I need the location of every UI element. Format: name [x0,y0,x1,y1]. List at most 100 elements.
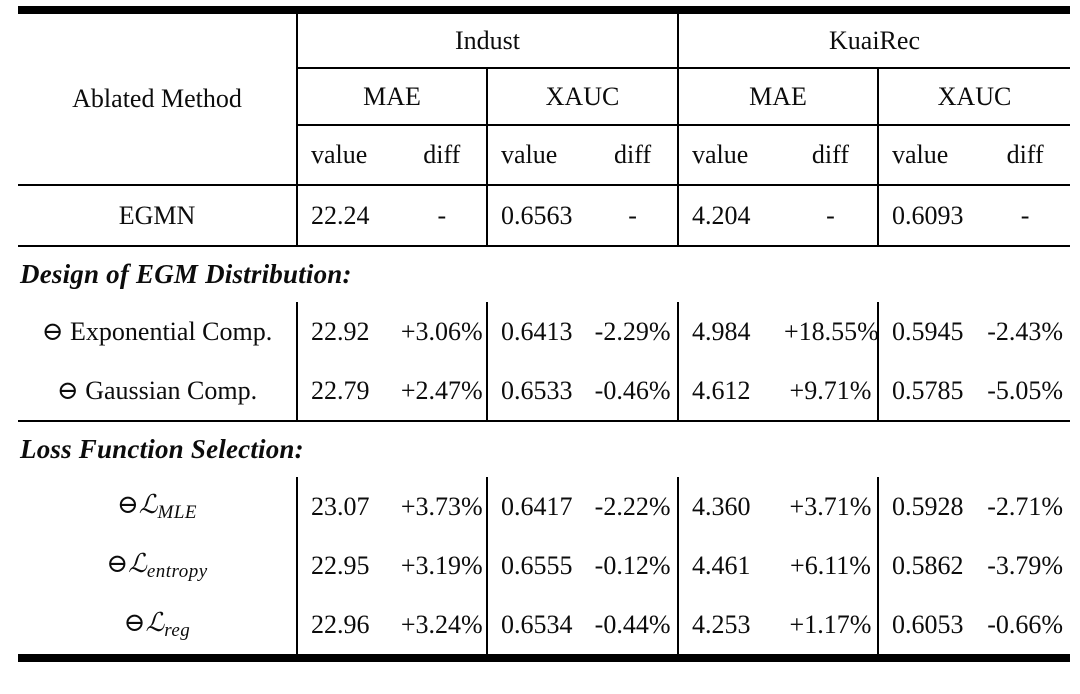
cell-group: 0.6093 - [877,185,1070,247]
header-row-metrics: MAE XAUC MAE XAUC [18,68,1070,126]
cell-group: 22.79 +2.47% [296,361,487,422]
method-label: ⊖ℒMLE [18,477,297,536]
cell-value: 22.24 [311,200,370,230]
section-title: Loss Function Selection: [20,434,304,464]
header-row-subcols: value diff value diff value diff value [18,125,1070,186]
table-row-loss-reg: ⊖ℒreg 22.96 +3.24% 0.6534 -0.44% 4.253 +… [18,595,1070,658]
section-header-loss-function: Loss Function Selection: [18,421,1070,477]
table-row-gaussian-comp: ⊖ Gaussian Comp. 22.79 +2.47% 0.6533 -0.… [18,361,1070,422]
cell-value: 4.204 [692,200,751,230]
cell-value: 0.5928 [892,491,964,521]
cell-group: 22.95 +3.19% [296,536,487,595]
cell-value: 22.96 [311,609,370,639]
cell-group: 4.204 - [677,185,878,247]
cell-group: 0.6417 -2.22% [486,477,678,536]
header-ablated-method: Ablated Method [18,10,297,186]
header-metric-indust-xauc: XAUC [486,68,678,126]
cell-value: 0.5785 [892,375,964,405]
cell-value: 4.461 [692,550,751,580]
cell-group: 0.6533 -0.46% [486,361,678,422]
ablation-table: Ablated Method Indust KuaiRec MAE XAUC M… [18,6,1070,662]
cell-diff: +6.11% [790,550,871,580]
cell-value: 0.6533 [501,375,573,405]
cell-diff: -2.22% [594,491,671,521]
cell-group: 0.6555 -0.12% [486,536,678,595]
section-header-egm-distribution: Design of EGM Distribution: [18,246,1070,302]
cell-diff: - [826,200,835,230]
table-row-egmn: EGMN 22.24 - 0.6563 - 4.204 - [18,185,1070,247]
method-symbol: ⊖ℒ [106,548,147,578]
subheader-diff: diff [811,140,849,169]
header-metric-kuairec-xauc: XAUC [877,68,1070,126]
cell-diff: -5.05% [987,375,1064,405]
cell-value: 22.92 [311,316,370,346]
cell-diff: - [628,200,637,230]
subheader-value: value [892,140,949,169]
subheader-group: value diff [486,125,678,186]
cell-diff: +18.55% [783,316,878,346]
cell-group: 0.5928 -2.71% [877,477,1070,536]
cell-diff: - [1020,200,1030,230]
table-row-loss-mle: ⊖ℒMLE 23.07 +3.73% 0.6417 -2.22% 4.360 +… [18,477,1070,536]
subheader-group: value diff [877,125,1070,186]
cell-group: 0.6563 - [486,185,678,247]
cell-diff: +9.71% [789,375,872,405]
cell-value: 0.5945 [892,316,964,346]
cell-value: 0.5862 [892,550,964,580]
cell-diff: -2.29% [594,316,671,346]
header-row-datasets: Ablated Method Indust KuaiRec [18,10,1070,186]
cell-value: 0.6563 [501,200,573,230]
section-title: Design of EGM Distribution: [20,259,352,289]
cell-value: 0.6417 [501,491,573,521]
subheader-value: value [311,140,368,169]
cell-group: 22.24 - [296,185,487,247]
cell-group: 0.5862 -3.79% [877,536,1070,595]
cell-group: 0.6413 -2.29% [486,302,678,361]
method-label: ⊖ℒentropy [18,536,297,595]
subheader-group: value diff [296,125,487,186]
cell-value: 22.79 [311,375,370,405]
cell-group: 4.360 +3.71% [677,477,878,536]
cell-diff: +2.47% [400,375,483,405]
subheader-value: value [692,140,749,169]
header-dataset-kuairec: KuaiRec [677,10,1070,69]
cell-value: 4.253 [692,609,751,639]
method-label: ⊖ℒreg [18,595,297,658]
cell-value: 22.95 [311,550,370,580]
cell-diff: -0.66% [987,609,1064,639]
cell-group: 23.07 +3.73% [296,477,487,536]
cell-diff: +3.19% [400,550,483,580]
cell-diff: -0.44% [594,609,671,639]
subheader-diff: diff [1006,140,1044,169]
cell-group: 4.984 +18.55% [677,302,878,361]
cell-diff: - [437,200,447,230]
cell-value: 4.612 [692,375,751,405]
cell-diff: -2.43% [987,316,1064,346]
cell-diff: -0.46% [594,375,671,405]
method-label: EGMN [18,185,297,247]
cell-diff: -3.79% [987,550,1064,580]
table-row-loss-entropy: ⊖ℒentropy 22.95 +3.19% 0.6555 -0.12% 4.4… [18,536,1070,595]
method-label: ⊖ Gaussian Comp. [18,361,297,422]
method-subscript: MLE [157,501,197,523]
table-row-exponential-comp: ⊖ Exponential Comp. 22.92 +3.06% 0.6413 … [18,302,1070,361]
cell-value: 0.6093 [892,200,964,230]
cell-diff: -0.12% [594,550,671,580]
cell-group: 22.96 +3.24% [296,595,487,658]
subheader-diff: diff [423,140,461,169]
cell-group: 22.92 +3.06% [296,302,487,361]
cell-diff: +1.17% [789,609,872,639]
header-metric-kuairec-mae: MAE [677,68,878,126]
subheader-diff: diff [614,140,652,169]
method-symbol: ⊖ℒ [116,489,158,519]
header-dataset-indust: Indust [296,10,678,69]
cell-value: 4.984 [692,316,751,346]
subheader-group: value diff [677,125,878,186]
cell-diff: +3.73% [400,491,483,521]
cell-value: 23.07 [311,491,370,521]
cell-group: 4.612 +9.71% [677,361,878,422]
cell-value: 0.6555 [501,550,573,580]
cell-group: 4.253 +1.17% [677,595,878,658]
method-subscript: reg [164,619,191,641]
